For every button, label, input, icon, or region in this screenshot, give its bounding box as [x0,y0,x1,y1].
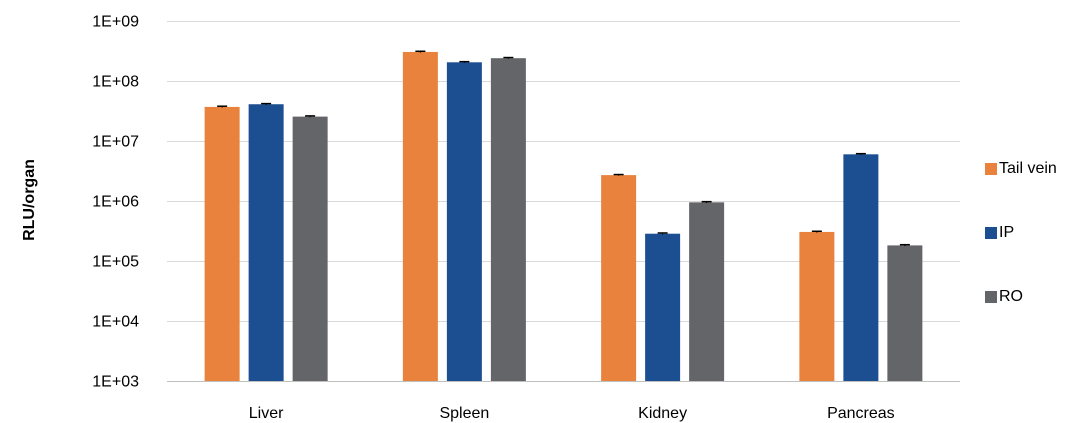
bar-liver-ip [248,104,284,381]
legend-label-ip: IP [999,224,1015,241]
bar-kidney-tail-vein [601,175,637,381]
x-tick-label: Liver [249,405,284,422]
x-tick-label: Spleen [439,405,489,422]
bar-spleen-ip [446,62,482,381]
bar-spleen-ro [490,58,526,382]
bar-kidney-ip [645,233,681,381]
y-axis-title-text: RLU/organ [21,159,38,241]
y-tick-label: 1E+05 [92,254,139,271]
legend-item-tail-vein: Tail vein [985,160,1057,178]
y-axis-title: RLU/organ [20,20,40,380]
bar-pancreas-tail-vein [799,231,835,381]
bar-liver-tail-vein [204,106,240,381]
y-tick-label: 1E+07 [92,134,139,151]
y-tick-label: 1E+06 [92,194,139,211]
gridlines [167,21,960,322]
legend-swatch-tail-vein [985,163,997,175]
legend-item-ip: IP [985,224,1014,242]
x-tick-label: Pancreas [827,405,895,422]
legend-label-ro: RO [999,288,1023,305]
bar-spleen-tail-vein [402,51,438,381]
bar-pancreas-ip [843,154,879,381]
legend-label-tail-vein: Tail vein [999,160,1057,177]
x-tick-label: Kidney [638,405,687,422]
legend-item-ro: RO [985,288,1023,306]
bar-pancreas-ro [887,245,923,381]
y-tick-label: 1E+04 [92,314,139,331]
y-tick-label: 1E+08 [92,74,139,91]
axes: 1E+03 1E+04 1E+05 1E+06 1E+07 1E+08 1E+09 Liver… [92,14,960,422]
legend-swatch-ip [985,227,997,239]
bars [204,50,923,382]
bar-liver-ro [292,116,328,381]
bar-kidney-ro [689,202,725,381]
y-tick-label: 1E+03 [92,374,139,391]
y-tick-label: 1E+09 [92,14,139,31]
legend-swatch-ro [985,291,997,303]
